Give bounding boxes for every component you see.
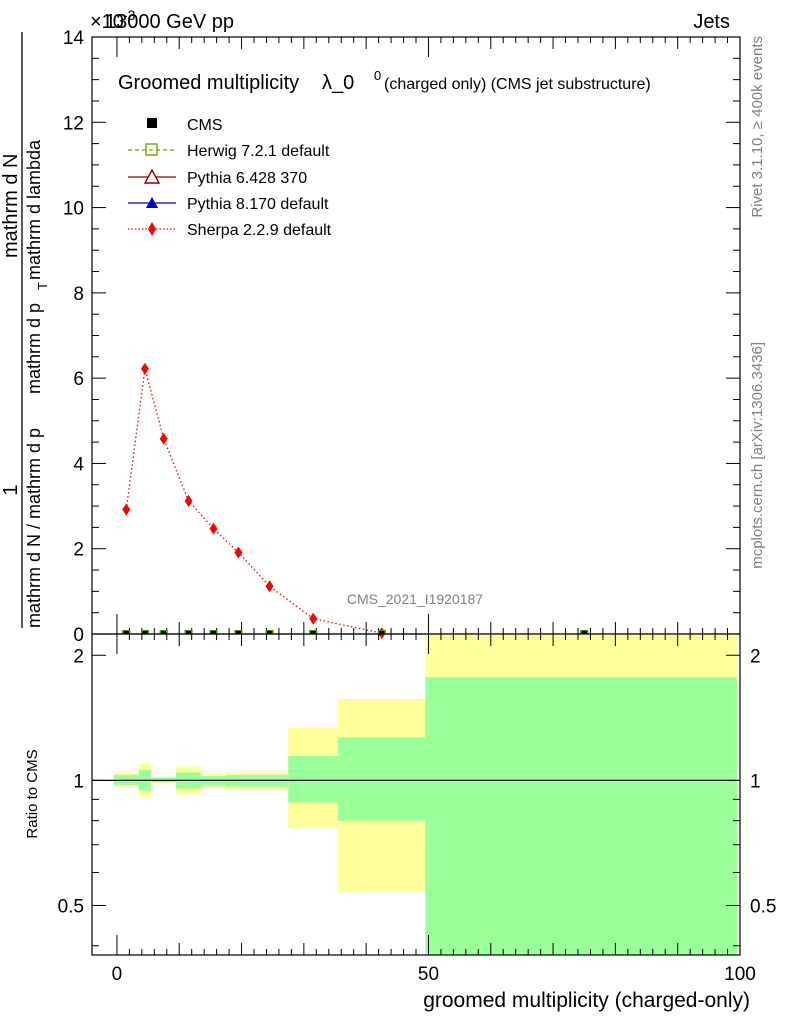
main-y-tick-label: 10 [63, 199, 84, 220]
title-lambda: λ_0 [322, 72, 354, 94]
legend-entry-herwig: Herwig 7.2.1 default [128, 143, 330, 160]
ylabel-subscript: T [35, 282, 50, 290]
legend-entry-pythia6: Pythia 6.428 370 [128, 168, 307, 187]
energy-label: 13000 GeV pp [105, 11, 234, 33]
sherpa-marker-icon [148, 222, 156, 236]
ratio-x-axis: 0 50 100 [112, 634, 756, 985]
x-axis-label: groomed multiplicity (charged-only) [423, 989, 750, 1012]
legend-label-pythia6: Pythia 6.428 370 [187, 170, 307, 187]
ratio-y-tick-label-left: 2 [73, 646, 84, 667]
title-main: Groomed multiplicity [118, 72, 299, 94]
ylabel-numerator-2: mathrm d N [0, 154, 22, 258]
ylabel-numerator-1: 1 [0, 484, 22, 495]
pythia6-marker-icon [143, 168, 161, 184]
ratio-y-tick-label-right: 2 [750, 646, 761, 667]
process-label: Jets [693, 11, 730, 33]
sherpa-point [184, 494, 193, 507]
mcplots-label: mcplots.cern.ch [arXiv:1306.3436] [749, 342, 766, 569]
sherpa-point [159, 432, 168, 445]
ylabel-end: mathrm d lambda [24, 139, 44, 280]
legend-label-pythia8: Pythia 8.170 default [187, 196, 329, 213]
main-y-tick-label: 6 [73, 369, 84, 390]
sherpa-point [309, 612, 318, 625]
sherpa-line [125, 368, 382, 634]
rivet-label: Rivet 3.1.10, ≥ 400k events [749, 36, 766, 218]
herwig-marker-icon [145, 143, 158, 156]
cms-marker-icon [147, 118, 157, 128]
x-tick-label: 0 [112, 964, 123, 985]
ratio-y-tick-label-left: 1 [73, 771, 84, 792]
pythia8-marker-icon [146, 197, 158, 208]
main-y-axis: 0 2 4 6 8 10 12 14 [63, 28, 740, 646]
main-y-axis-label: 1 mathrm d N / mathrm d p mathrm d N mat… [0, 32, 50, 628]
legend-entry-sherpa: Sherpa 2.2.9 default [128, 222, 332, 239]
x-tick-label: 100 [724, 964, 756, 985]
main-series [122, 362, 589, 640]
ratio-band-inner [338, 737, 426, 821]
exponent-label: ×10 [90, 11, 124, 33]
legend-entry-cms: CMS [147, 117, 223, 134]
ylabel-denominator-2: mathrm d p [24, 303, 44, 394]
title-superscript: 0 [374, 68, 381, 83]
ratio-band-inner [288, 755, 339, 803]
ylabel-denominator-1: mathrm d N / mathrm d p [24, 428, 44, 628]
sherpa-point [234, 546, 243, 559]
ratio-band-inner [425, 677, 737, 955]
exponent-value: -3 [123, 7, 136, 23]
main-x-axis [116, 37, 741, 634]
sherpa-point [265, 580, 274, 593]
ratio-y-label: Ratio to CMS [24, 749, 41, 838]
ratio-y-tick-label-right: 1 [750, 771, 761, 792]
legend: CMS Herwig 7.2.1 default Pythia 6.428 37… [128, 117, 332, 239]
sherpa-point [209, 522, 218, 535]
analysis-watermark: CMS_2021_I1920187 [347, 591, 483, 607]
sherpa-point [140, 362, 149, 375]
main-y-tick-label: 0 [73, 625, 84, 646]
legend-label-cms: CMS [187, 117, 223, 134]
main-y-tick-label: 14 [63, 28, 85, 49]
ratio-bands [113, 634, 737, 955]
legend-label-sherpa: Sherpa 2.2.9 default [187, 222, 332, 239]
title-rest: (charged only) (CMS jet substructure) [384, 76, 651, 93]
main-y-tick-label: 12 [63, 113, 84, 134]
main-y-tick-label: 8 [73, 284, 84, 305]
main-y-tick-label: 4 [73, 454, 84, 475]
legend-entry-pythia8: Pythia 8.170 default [128, 196, 329, 213]
x-tick-label: 50 [418, 964, 439, 985]
main-title: Groomed multiplicity λ_0 0 (charged only… [118, 68, 651, 94]
main-y-tick-label: 2 [73, 540, 84, 561]
legend-label-herwig: Herwig 7.2.1 default [187, 143, 330, 160]
ratio-y-tick-label-right: 0.5 [750, 896, 776, 917]
ratio-y-axis: 0.5 0.5 1 1 2 2 [58, 646, 776, 947]
sherpa-point [122, 503, 131, 516]
ratio-y-tick-label-left: 0.5 [58, 896, 84, 917]
